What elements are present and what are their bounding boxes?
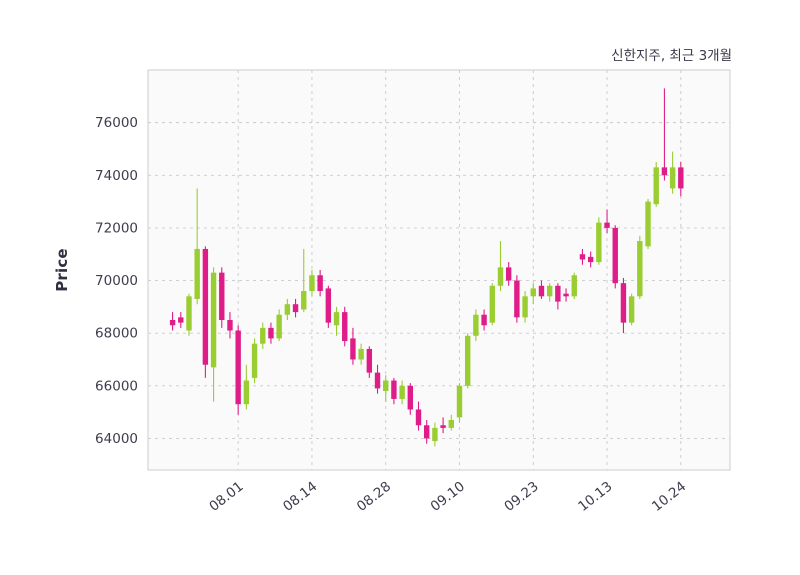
x-tick-label: 08.14 xyxy=(280,479,320,515)
candle-up xyxy=(571,275,577,297)
candle-up xyxy=(669,167,676,189)
candle-up xyxy=(464,335,471,386)
x-tick-label: 08.28 xyxy=(354,479,394,515)
candle-up xyxy=(309,275,315,292)
plot-border xyxy=(147,69,731,471)
y-tick-label: 74000 xyxy=(95,168,138,184)
candle-down xyxy=(374,372,381,389)
chart-title: 신한지주, 최근 3개월 xyxy=(611,48,732,64)
candle-down xyxy=(219,272,225,320)
candle-down xyxy=(579,254,586,260)
candle-down xyxy=(481,314,487,326)
candle-down xyxy=(661,167,668,176)
candle-up xyxy=(399,385,405,399)
candle-up xyxy=(260,327,266,344)
candle-up xyxy=(448,420,454,428)
candle-down xyxy=(235,330,241,405)
candle-down xyxy=(424,425,430,439)
candle-down xyxy=(317,275,323,292)
candle-down xyxy=(555,285,561,302)
candle-down xyxy=(440,425,446,428)
candle-down xyxy=(538,285,545,297)
candle-down xyxy=(604,222,610,228)
candle-up xyxy=(186,296,192,331)
candle-up xyxy=(522,296,528,318)
candle-down xyxy=(202,248,209,365)
candle-up xyxy=(194,248,200,299)
candle-up xyxy=(301,291,307,310)
y-tick-label: 76000 xyxy=(95,115,138,131)
candle-down xyxy=(587,256,594,263)
candle-down xyxy=(178,317,184,323)
candle-down xyxy=(407,385,414,410)
candle-up xyxy=(489,285,495,323)
candle-down xyxy=(612,227,618,284)
candle-down xyxy=(620,283,627,323)
candle-up xyxy=(243,380,250,405)
candle-down xyxy=(268,327,274,339)
candle-down xyxy=(169,320,176,326)
x-tick-label: 10.13 xyxy=(575,479,615,515)
candle-up xyxy=(358,348,364,360)
candle-up xyxy=(530,288,536,297)
candle-up xyxy=(432,427,438,442)
candle-up xyxy=(596,222,602,263)
x-tick-label: 08.01 xyxy=(206,479,246,515)
candle-down xyxy=(227,320,233,331)
candle-up xyxy=(284,304,291,315)
candle-up xyxy=(456,385,463,418)
candle-up xyxy=(251,343,258,378)
x-tick-label: 09.23 xyxy=(501,479,541,515)
candle-down xyxy=(350,338,356,360)
candle-down xyxy=(678,167,684,189)
candle-down xyxy=(342,312,348,342)
candle-down xyxy=(325,288,332,323)
candle-down xyxy=(563,293,569,297)
y-tick-label: 72000 xyxy=(95,220,138,236)
candle-up xyxy=(546,285,553,297)
candle-down xyxy=(415,409,422,426)
candle-down xyxy=(505,267,512,281)
candle-up xyxy=(628,296,635,323)
candle-up xyxy=(276,314,282,339)
candle-up xyxy=(333,312,340,326)
plot-background xyxy=(148,70,730,470)
candle-down xyxy=(292,304,299,313)
x-tick-label: 09.10 xyxy=(428,479,468,515)
candle-up xyxy=(383,380,389,392)
y-tick-label: 68000 xyxy=(95,326,138,342)
y-tick-label: 70000 xyxy=(95,273,138,289)
x-tick-label: 10.24 xyxy=(649,479,689,515)
candle-up xyxy=(653,167,659,205)
candle-down xyxy=(514,280,520,318)
y-tick-label: 66000 xyxy=(95,378,138,394)
y-tick-label: 64000 xyxy=(95,431,138,447)
candle-down xyxy=(391,380,397,399)
candle-up xyxy=(497,267,504,286)
candle-down xyxy=(366,348,373,373)
candle-up xyxy=(473,314,479,336)
candle-up xyxy=(210,272,217,368)
candle-up xyxy=(637,241,643,297)
candle-up xyxy=(645,201,651,247)
